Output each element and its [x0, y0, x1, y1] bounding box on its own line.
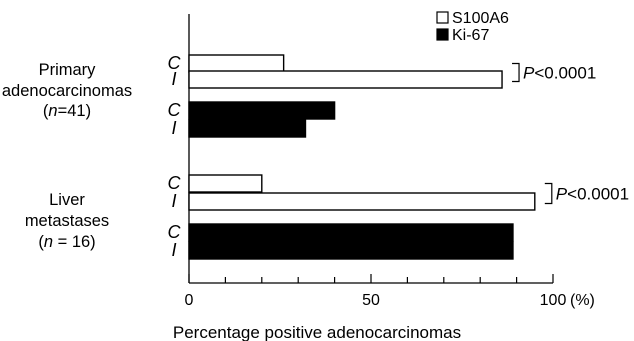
bar-region-label: I [171, 240, 176, 260]
bar-region-label: I [171, 69, 176, 89]
group-label: Liver [49, 191, 85, 209]
legend-swatch-s100a6 [436, 11, 449, 24]
x-tick-label: 0 [185, 292, 194, 309]
legend-swatch-ki67 [436, 28, 449, 41]
x-axis-unit: (%) [570, 292, 595, 309]
bar-region-label: C [168, 100, 182, 120]
group-n-label: (n = 16) [38, 233, 95, 251]
x-tick-label: 50 [362, 292, 380, 309]
legend-label: S100A6 [452, 10, 509, 27]
bar-ki67-c [188, 223, 514, 242]
bar-ki67-i [188, 119, 307, 138]
significance-label: P<0.0001 [556, 185, 629, 204]
bar-s100a6-c [188, 54, 285, 73]
bar-ki67-i [188, 241, 514, 260]
bar-ki67-c [188, 101, 336, 120]
bar-s100a6-i [188, 70, 503, 89]
group-label: adenocarcinomas [2, 82, 132, 100]
bar-s100a6-i [188, 192, 536, 211]
significance-bracket [512, 62, 520, 83]
bar-s100a6-c [188, 174, 263, 193]
significance-bracket [544, 182, 553, 205]
bar-region-label: I [171, 118, 176, 138]
bar-region-label: C [168, 173, 182, 193]
group-label: metastases [25, 212, 109, 230]
group-label: Primary [39, 61, 97, 79]
x-tick-label: 100 [540, 292, 567, 309]
legend-label: Ki-67 [452, 27, 489, 44]
x-axis-title: Percentage positive adenocarcinomas [173, 323, 461, 341]
bar-region-label: C [168, 222, 182, 242]
bar-region-label: C [168, 53, 182, 73]
group-n-label: (n=41) [43, 102, 91, 120]
bar-region-label: I [171, 191, 176, 211]
significance-label: P<0.0001 [523, 64, 596, 83]
